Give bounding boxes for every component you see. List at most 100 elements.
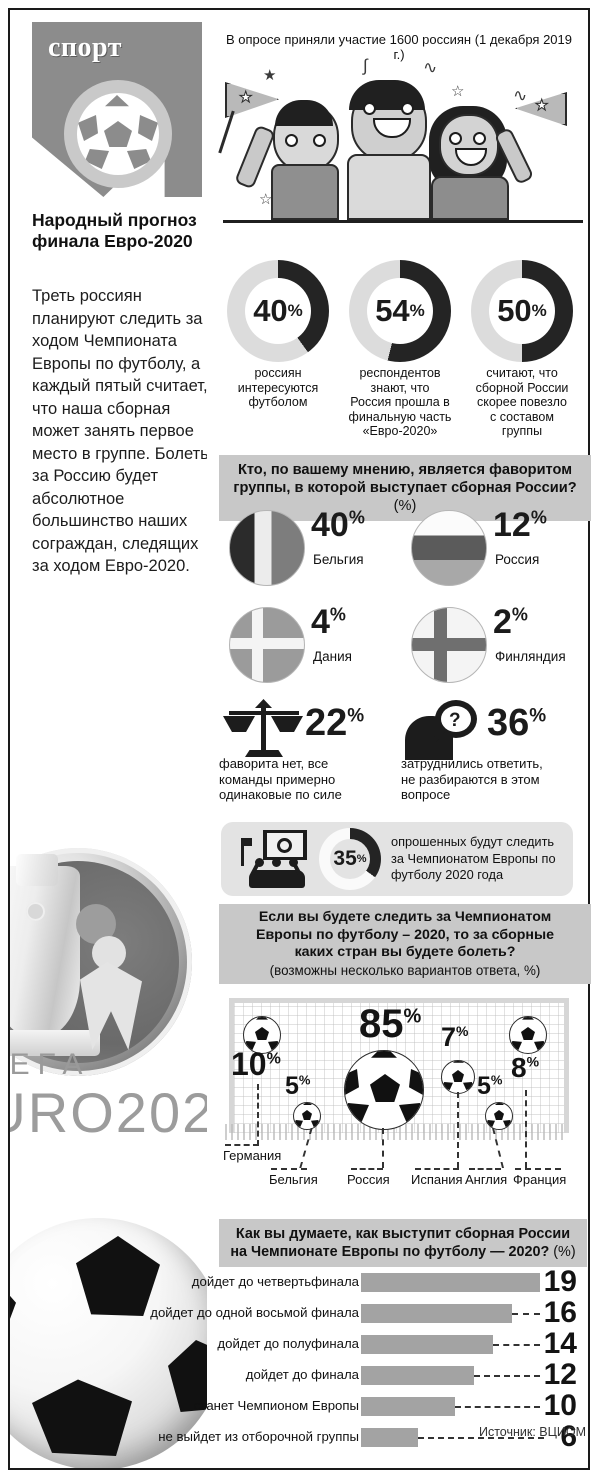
bar-dashline (418, 1437, 544, 1439)
bar-value: 16 (543, 1296, 577, 1329)
icon-stat-line: вопросе (401, 787, 451, 802)
euro2020-wordmark: EURO2020 (10, 1081, 207, 1144)
donut-caption-line: финальную часть (348, 409, 452, 424)
question-line: Как вы думаете, как выступит сборная Рос… (235, 1226, 571, 1242)
page-border (8, 8, 590, 1470)
question-header-forecast: Как вы думаете, как выступит сборная Рос… (219, 1219, 587, 1267)
donut-caption-line: с составом (490, 409, 554, 424)
bar-value: 12 (543, 1358, 577, 1391)
flag-stat-label: Дания (313, 649, 352, 664)
bar-label: дойдет до финала (245, 1367, 359, 1382)
table-row: дойдет до одной восьмой финала 16 (150, 1296, 577, 1330)
group-favourite-stats: 40% Бельгия 12% Россия 4% Дания (219, 506, 579, 802)
goal-label-spain: Испания (411, 1172, 463, 1187)
donut-caption-line: интересуются (237, 380, 319, 395)
table-row: станет Чемпионом Европы 10 (194, 1389, 577, 1423)
unit-label: (%) (553, 1244, 576, 1260)
bar-label: дойдет до полуфинала (217, 1336, 359, 1351)
bar-value: 6 (560, 1420, 577, 1453)
kicker-label: спорт (48, 32, 123, 63)
donut-caption-line: группы (501, 424, 543, 438)
donut-chart-50: 50% (471, 260, 573, 362)
bar-dashline (512, 1313, 540, 1315)
cheering-fans-illustration: ★ ☆ ☆ ☆ ∫ ∿ ∿ ∿ ★ (218, 56, 583, 248)
bar-fill (361, 1273, 540, 1292)
unit-label: (%) (393, 498, 417, 514)
donut-caption-line: знают, что (370, 380, 430, 395)
donut-caption-line: Россия прошла в (350, 395, 450, 409)
flag-finland-icon (411, 607, 487, 683)
question-line: на Чемпионате Европы по футболу — 2020? (230, 1244, 550, 1260)
soccer-ball-france (509, 1016, 547, 1054)
goal-pct-spain: 7% (441, 1022, 469, 1052)
soccer-ball-germany (243, 1016, 281, 1054)
flag-stat-label: Бельгия (313, 552, 364, 567)
page-title: Народный прогноз финала Евро-2020 (32, 210, 197, 251)
question-line: Если вы будете следить за Чемпионатом (258, 909, 552, 925)
flag-stat-label: Россия (495, 552, 540, 567)
intro-paragraph: Треть россиян планируют следить за ходом… (32, 287, 207, 575)
donut-caption-line: сборной России (475, 380, 569, 395)
donut-caption-line: считают, что (486, 366, 558, 380)
bar-dashline (493, 1344, 540, 1346)
sport-logo-block: спорт (32, 22, 202, 197)
bar-fill (361, 1428, 418, 1447)
survey-note: В опросе приняли участие 1600 россиян (1… (226, 32, 572, 62)
donut-caption-line: россиян (254, 366, 302, 380)
key-stats-donuts: 40% россиян интересуются футболом 54% ре… (217, 260, 583, 440)
soccer-ball-icon (77, 93, 159, 175)
bar-fill (361, 1366, 474, 1385)
flag-stat-label: Финляндия (495, 649, 566, 664)
uefa-wordmark: UEFA (10, 1048, 91, 1081)
scales-icon (223, 699, 303, 760)
donut-chart-35: 35% (319, 828, 381, 890)
goal-label-russia: Россия (347, 1172, 390, 1187)
goal-pct-england: 5% (477, 1072, 503, 1100)
goal-label-germany: Германия (223, 1148, 282, 1163)
stat-card-1: 40% россиян интересуются футболом (217, 260, 339, 410)
bar-fill (361, 1397, 455, 1416)
fans-watching-tv-icon (239, 830, 315, 888)
soccer-ball-photo-icon (10, 1218, 207, 1468)
uefa-euro-emblem-icon: UEFA EURO2020 (10, 848, 207, 1144)
stat-card-3: 50% считают, что сборной России скорее п… (461, 260, 583, 439)
bar-value: 10 (543, 1389, 577, 1422)
goal-pct-belgium: 5% (285, 1072, 311, 1100)
question-header-favourite: Кто, по вашему мнению, является фаворито… (219, 455, 591, 521)
flag-stat-denmark: 4% Дания (219, 603, 397, 697)
flag-belgium-icon (229, 510, 305, 586)
goal-pct-germany: 10% (231, 1046, 281, 1082)
soccer-ball-england (485, 1102, 513, 1130)
table-row: дойдет до полуфинала 14 (217, 1327, 577, 1361)
banner-line: за Чемпионатом Европы по (391, 850, 556, 866)
goal-pct-france: 8% (511, 1052, 540, 1083)
flag-stat-belgium: 40% Бельгия (219, 506, 397, 600)
table-row: дойдет до финала 12 (221, 1358, 577, 1392)
banner-line: футболу 2020 года (391, 867, 504, 882)
icon-stat-line: команды примерно (219, 771, 336, 787)
question-header-support: Если вы будете следить за Чемпионатом Ев… (219, 904, 591, 984)
table-row: не выйдет из отборочной группы 6 (158, 1420, 577, 1454)
head-question-icon: ? (405, 700, 485, 760)
donut-caption-line: футболом (248, 395, 308, 409)
flag-stat-finland: 2% Финляндия (401, 603, 579, 697)
question-line: Европы по футболу – 2020, то за сборные (255, 926, 554, 943)
soccer-ball-spain (441, 1060, 475, 1094)
goal-label-england: Англия (465, 1172, 508, 1187)
banner-line: опрошенных будут следить (391, 834, 555, 849)
bar-label: дойдет до четвертьфинала (191, 1274, 359, 1289)
question-subtitle: (возможны несколько вариантов ответа, %) (269, 962, 541, 978)
soccer-ball-belgium (293, 1102, 321, 1130)
bar-value: 19 (543, 1265, 577, 1298)
question-line: группы, в которой выступает сборная Росс… (233, 480, 577, 496)
bar-value: 14 (543, 1327, 577, 1360)
donut-caption-line: «Евро-2020» (362, 424, 438, 438)
watch-euro-banner: 35% опрошенных будут следить за Чемпиона… (221, 822, 573, 896)
question-line: Кто, по вашему мнению, является фаворито… (237, 462, 573, 478)
icon-stat-line: одинаковые по силе (219, 787, 342, 802)
icon-stat-line: не разбираются в этом (401, 771, 540, 787)
forecast-bar-chart: дойдет до четвертьфинала 19 дойдет до од… (150, 1265, 577, 1454)
goal-label-belgium: Бельгия (269, 1172, 318, 1187)
bar-dashline (455, 1406, 540, 1408)
bar-dashline (474, 1375, 540, 1377)
